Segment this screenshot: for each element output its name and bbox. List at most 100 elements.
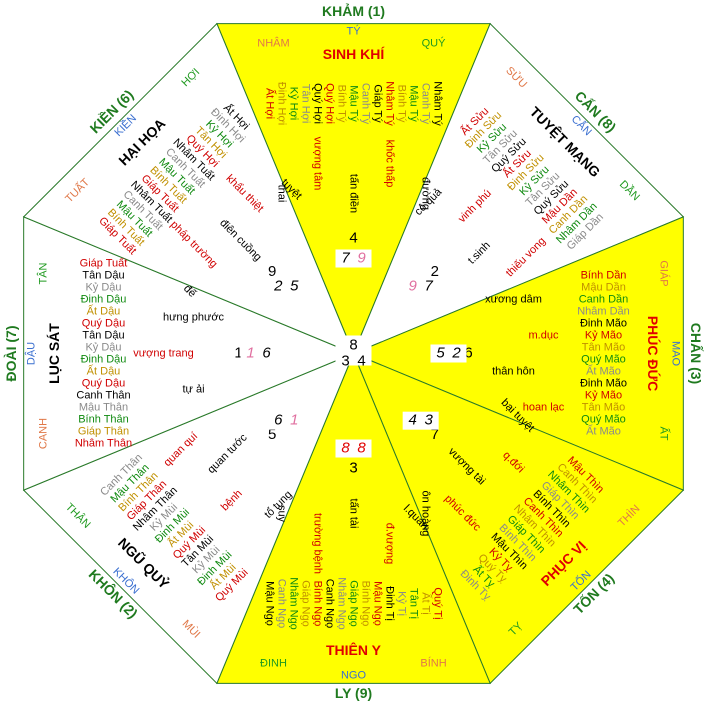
center-number: 3: [341, 352, 349, 369]
sector-word: ôn hoàng: [420, 491, 432, 537]
sector-word: đường: [420, 177, 432, 210]
can-chi: Quý Hợi: [312, 83, 324, 124]
direction-name: CHẤN (3): [688, 323, 704, 384]
sector-number: 3: [425, 412, 434, 429]
number-box: [335, 249, 372, 268]
can-chi: Nhâm Tý: [384, 81, 396, 126]
sector-number: 2: [431, 263, 439, 280]
can-chi: Canh Tý: [360, 83, 372, 125]
sector-number: 7: [425, 277, 434, 294]
can-chi: Mậu Tý: [408, 85, 420, 122]
can-chi: Bính Ngọ: [360, 581, 372, 627]
direction-name: ĐOÀI (7): [3, 326, 19, 382]
direction-name: LY (9): [335, 685, 372, 701]
can-chi: Đinh Dậu: [81, 353, 127, 365]
sector-word: m.dục: [529, 329, 559, 341]
can-chi: Đinh Mão: [580, 317, 627, 329]
can-chi: Kỷ Hợi: [288, 87, 300, 121]
can-chi: Mậu Dần: [581, 281, 626, 293]
can-chi: Đinh Hợi: [276, 82, 288, 125]
sector-word: đ.vượng: [384, 523, 396, 565]
sector-number: 8: [357, 439, 366, 456]
can-chi: Giáp Thân: [78, 425, 129, 437]
can-chi: Đinh Tị: [384, 586, 396, 621]
can-chi: Bính Dần: [581, 269, 627, 281]
number-box: [268, 277, 305, 296]
can-chi: Canh Tý: [420, 83, 432, 125]
can-chi: Bính Ngọ: [312, 581, 324, 627]
center-number: 4: [357, 352, 365, 369]
number-box: [402, 277, 439, 296]
can-chi: Quý Mão: [581, 413, 626, 425]
sector-number: 5: [290, 277, 299, 294]
can-chi: Canh Dần: [579, 293, 629, 305]
can-chi: Tân Mão: [582, 401, 625, 413]
can-chi: Quý Tị: [432, 587, 444, 619]
sector-number: 6: [262, 344, 271, 361]
can-chi: Bính Tý: [396, 85, 408, 123]
sector-word: hoan lạc: [523, 401, 565, 413]
sector-number: 9: [357, 249, 366, 266]
sector-word: tấn tài: [348, 499, 360, 529]
number-box: [240, 344, 277, 363]
can-chi: Giáp Ngọ: [348, 580, 360, 626]
sector-number: 6: [464, 344, 472, 361]
mountain: QUÝ: [422, 36, 447, 49]
sector-number: 1: [246, 344, 254, 361]
can-chi: Mậu Tý: [348, 85, 360, 122]
sector-word: vượng trang: [133, 347, 193, 359]
sector-word: tự ải: [182, 383, 204, 395]
can-chi: Nhâm Dần: [577, 305, 630, 317]
can-chi: Nhâm Ngọ: [336, 577, 348, 630]
mountain: MAO: [670, 341, 682, 367]
can-chi: Ất Dậu: [87, 304, 121, 317]
can-chi: Tân Mão: [582, 341, 625, 353]
can-chi: Đinh Dậu: [81, 293, 127, 305]
mountain: ĐINH: [260, 657, 287, 669]
sector-word: xương dâm: [485, 293, 542, 305]
can-chi: Nhâm Tý: [432, 81, 444, 126]
mountain: CANH: [37, 418, 49, 449]
can-chi: Quý Hợi: [324, 83, 336, 124]
mountain: NHÂM: [257, 36, 289, 49]
number-box: [268, 411, 305, 430]
can-chi: Mậu Thân: [79, 401, 128, 413]
sector-word: thai: [276, 185, 288, 203]
number-box: [430, 344, 467, 363]
can-chi: Bính Thân: [78, 413, 129, 425]
sector-word: trường bệnh: [312, 513, 324, 574]
can-chi: Giáp Ngọ: [300, 580, 312, 626]
can-chi: Tân Tị: [408, 588, 420, 619]
can-chi: Đinh Mão: [580, 377, 627, 389]
center-box: [335, 335, 372, 366]
can-chi: Ất Tị: [420, 592, 433, 614]
can-chi: Kỷ Dậu: [85, 281, 121, 293]
can-chi: Ất Dậu: [87, 364, 121, 377]
can-chi: Ất Hợi: [264, 88, 277, 119]
mountain: BÍNH: [420, 656, 446, 669]
number-box: [402, 411, 439, 430]
mountain: GIÁP: [658, 260, 671, 286]
can-chi: Bính Tý: [336, 85, 348, 123]
can-chi: Giáp Tý: [372, 84, 384, 123]
can-chi: Kỷ Dậu: [85, 341, 121, 353]
can-chi: Canh Thân: [76, 389, 130, 401]
sector-word: thân hôn: [492, 365, 535, 377]
sector-number: 1: [290, 412, 298, 429]
can-chi: Ất Mão: [586, 424, 621, 437]
sector-word: vượng tâm: [312, 137, 324, 191]
mountain: TÂN: [36, 262, 49, 284]
can-chi: Tân Dậu: [82, 329, 124, 341]
can-chi: Ất Mão: [586, 364, 621, 377]
sector-number: 6: [274, 412, 283, 429]
can-chi: Quý Dậu: [82, 377, 125, 389]
star-name: SINH KHÍ: [323, 46, 386, 62]
sector-number: 5: [268, 426, 276, 443]
can-chi: Tân Hợi: [300, 84, 312, 124]
sector-number: 9: [268, 263, 276, 280]
star-name: THIÊN Y: [326, 641, 382, 658]
sector-word: khốc thấp: [384, 140, 396, 188]
direction-name: KHẢM (1): [322, 3, 385, 19]
sector-number: 1: [234, 344, 242, 361]
